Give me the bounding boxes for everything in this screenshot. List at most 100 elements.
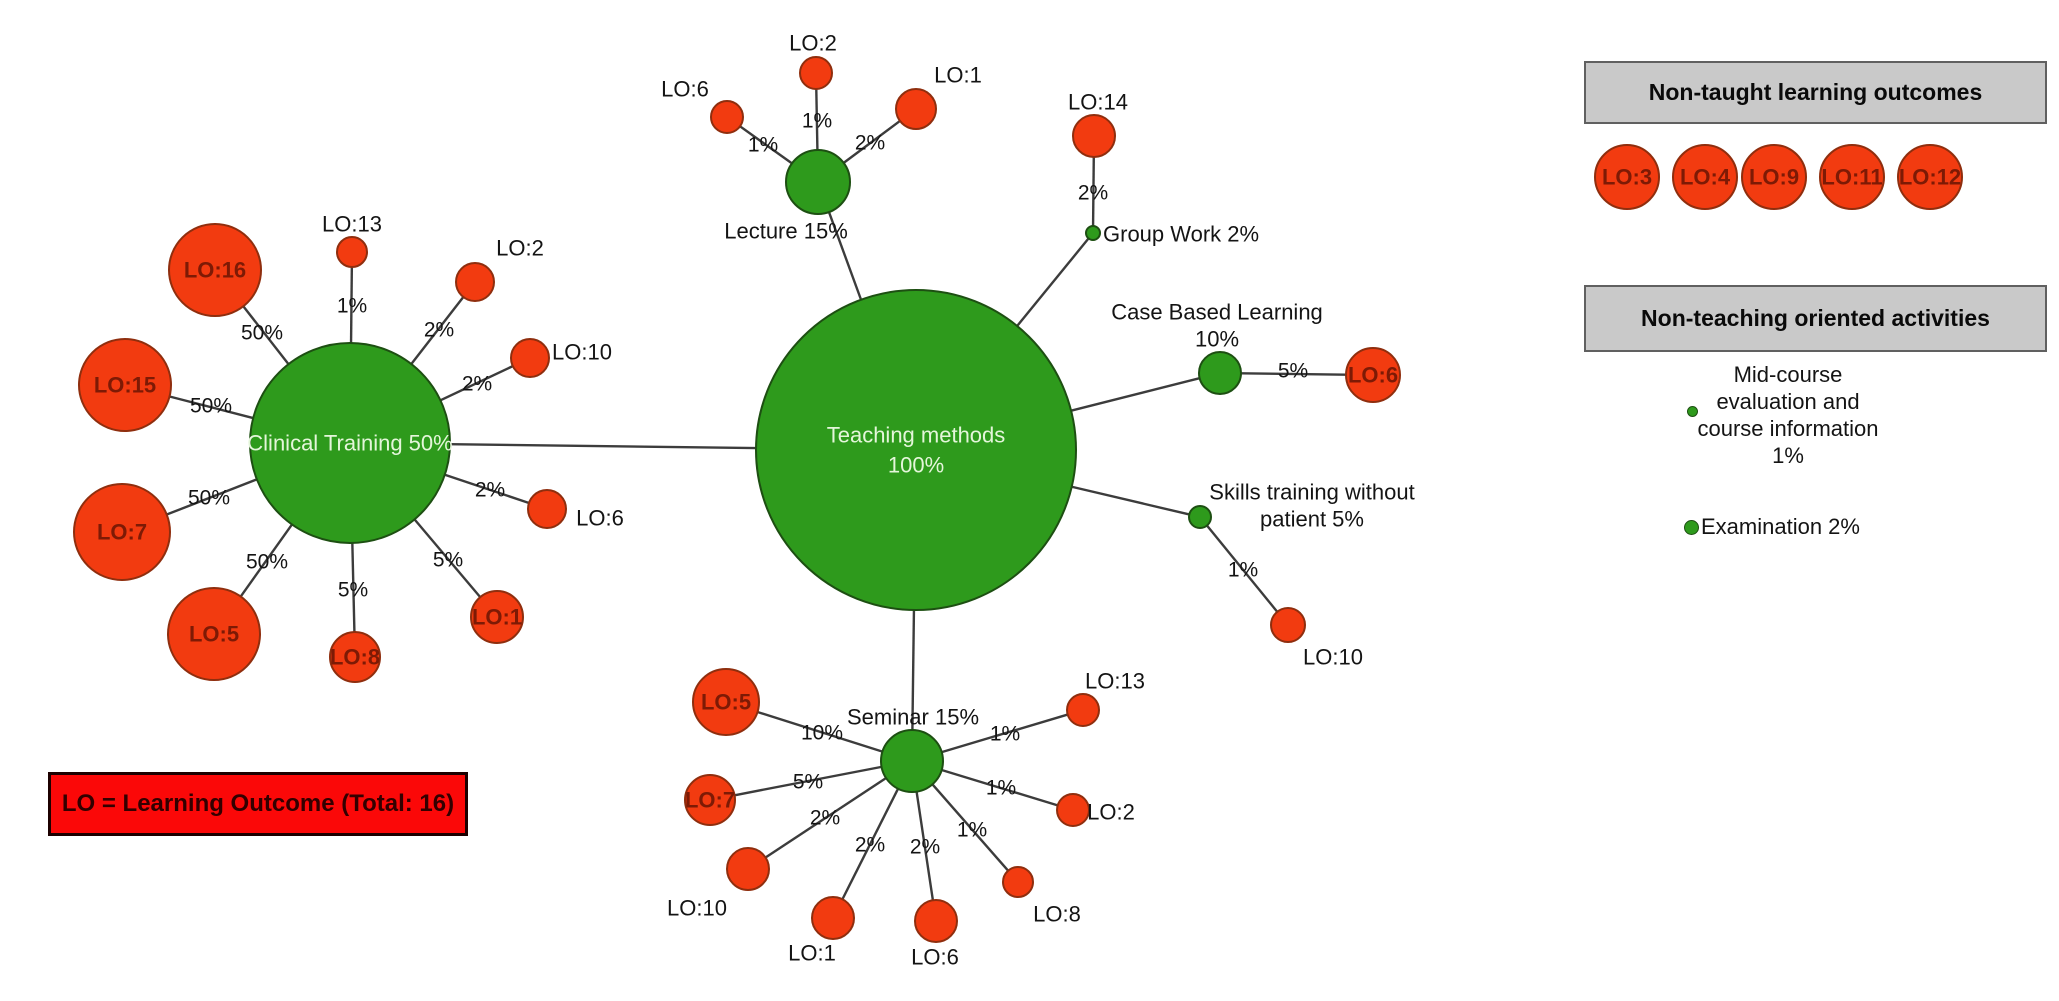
node-clo13-label: LO:13 [322,212,382,237]
edge-clinical-clo15 [169,395,254,420]
examination-legend: Examination 2% [1684,514,1860,540]
edge-seminar-selo7 [734,765,882,797]
node-lecture-label: Lecture 15% [724,219,848,244]
edge-clinical-clo6 [444,473,530,505]
node-clo10-label: LO:10 [552,340,612,365]
edge-clinical-clo8 [351,542,356,633]
edge-teaching-lecture [827,211,863,301]
edge-seminar-selo8-label: 1% [957,819,987,842]
edge-seminar-selo10 [764,777,887,859]
edge-skills-slo10-label: 1% [1228,559,1258,582]
node-clo1-label: LO:1 [472,605,522,630]
node-nlo12-label: LO:12 [1899,165,1961,190]
edge-lecture-llo2-label: 1% [802,110,832,133]
node-llo6 [710,100,744,134]
node-clo15 [78,338,172,432]
node-clo7 [73,483,171,581]
node-slo10 [1270,607,1306,643]
edge-lecture-llo1-label: 2% [855,132,885,155]
node-casebased-label: 10% [1195,327,1239,352]
node-selo1-label: LO:1 [788,941,836,966]
mid-course-dot [1687,406,1698,417]
node-nlo12 [1897,144,1963,210]
node-selo2 [1056,793,1090,827]
node-nlo9 [1741,144,1807,210]
edge-groupwork-glo14 [1091,156,1095,227]
node-seminar [880,729,944,793]
node-glo14-label: LO:14 [1068,90,1128,115]
edge-seminar-selo5-label: 10% [801,722,843,745]
node-clo2-label: LO:2 [496,236,544,261]
node-selo2-label: LO:2 [1087,800,1135,825]
edge-seminar-selo6 [915,791,935,901]
node-nlo4 [1672,144,1738,210]
non-teaching-title: Non-teaching oriented activities [1641,305,1990,331]
examination-dot [1684,519,1699,535]
node-slo10-label: LO:10 [1303,645,1363,670]
node-cblo6 [1345,347,1401,403]
node-cblo6-label: LO:6 [1348,363,1398,388]
edge-clinical-clo2-label: 2% [424,319,454,342]
node-selo5-label: LO:5 [701,690,751,715]
node-skills-label: Skills training without [1209,480,1414,505]
node-glo14 [1072,114,1116,158]
node-nlo9-label: LO:9 [1749,165,1799,190]
node-clo2 [455,262,495,302]
edge-clinical-clo8-label: 5% [338,579,368,602]
node-llo1-label: LO:1 [934,63,982,88]
edge-seminar-selo2 [941,768,1059,807]
node-nlo11 [1819,144,1885,210]
node-selo6 [914,899,958,943]
node-teaching-label: 100% [888,453,944,478]
edge-clinical-clo1-label: 5% [433,549,463,572]
node-clo7-label: LO:7 [97,520,147,545]
edge-teaching-casebased [1070,376,1200,412]
edge-lecture-llo2 [815,88,819,151]
edge-teaching-clinical [449,443,757,450]
mid-course-line: course information [1697,416,1879,441]
node-selo8 [1002,866,1034,898]
edge-seminar-selo6-label: 2% [910,836,940,859]
node-groupwork [1085,225,1101,241]
edge-teaching-skills [1071,485,1190,516]
node-clo13 [336,236,368,268]
node-selo13-label: LO:13 [1085,669,1145,694]
node-llo2-label: LO:2 [789,31,837,56]
non-taught-header: Non-taught learning outcomes [1584,61,2047,124]
node-skills [1188,505,1212,529]
edge-seminar-selo10-label: 2% [810,807,840,830]
node-teaching [755,289,1077,611]
edge-clinical-clo7 [166,478,258,516]
node-clo15-label: LO:15 [94,373,156,398]
edge-lecture-llo1 [842,119,901,164]
node-llo1 [895,88,937,130]
edge-teaching-seminar [911,609,916,731]
edge-clinical-clo16 [242,305,290,365]
node-clo6 [527,489,567,529]
node-clo8-label: LO:8 [330,645,380,670]
node-selo8-label: LO:8 [1033,902,1081,927]
node-llo2 [799,56,833,90]
node-selo1 [811,896,855,940]
node-selo13 [1066,693,1100,727]
edge-lecture-llo6 [739,125,793,165]
node-clinical [249,342,451,544]
node-clo10 [510,338,550,378]
node-nlo3-label: LO:3 [1602,165,1652,190]
node-clo16-label: LO:16 [184,258,246,283]
node-clinical-label: Clinical Training 50% [247,431,452,456]
node-skills-label: patient 5% [1260,507,1364,532]
node-clo1 [470,590,524,644]
node-casebased [1198,351,1242,395]
node-nlo4-label: LO:4 [1680,165,1731,190]
edge-seminar-selo8 [931,783,1010,872]
non-teaching-header: Non-teaching oriented activities [1584,285,2047,352]
node-selo5 [692,668,760,736]
edge-clinical-clo6-label: 2% [475,479,505,502]
node-groupwork-label: Group Work 2% [1103,222,1259,247]
edge-seminar-selo1-label: 2% [855,834,885,857]
edge-casebased-cblo6 [1240,372,1347,376]
node-teaching-label: Teaching methods [827,423,1006,448]
